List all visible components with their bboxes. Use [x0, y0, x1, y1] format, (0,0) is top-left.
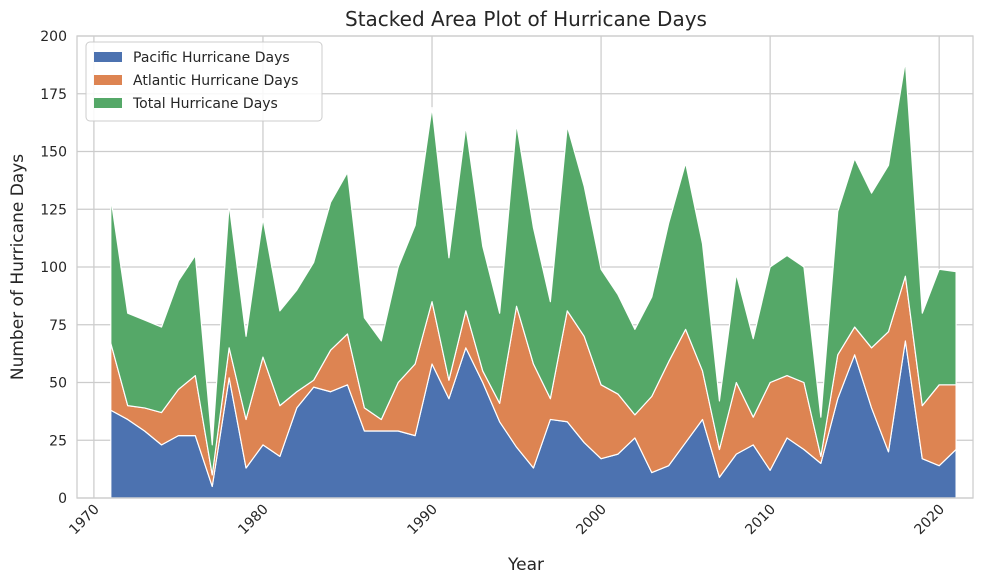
- legend-swatch: [94, 98, 122, 108]
- y-tick-label: 125: [40, 202, 67, 218]
- area-series-group: [110, 60, 957, 499]
- y-tick-label: 25: [49, 433, 67, 449]
- legend-label: Total Hurricane Days: [132, 96, 278, 112]
- y-tick-label: 175: [40, 87, 67, 103]
- y-tick-label: 75: [49, 318, 67, 334]
- y-tick-label: 50: [49, 376, 67, 392]
- y-axis-title: Number of Hurricane Days: [8, 154, 28, 380]
- y-tick-label: 0: [58, 491, 67, 507]
- legend-box: [85, 41, 323, 122]
- legend-label: Pacific Hurricane Days: [133, 50, 290, 66]
- plot-frame: [76, 35, 974, 499]
- legend: Pacific Hurricane Days Atlantic Hurricane…: [85, 41, 323, 122]
- chart-title: Stacked Area Plot of Hurricane Days: [345, 7, 707, 31]
- y-tick-label: 100: [40, 260, 67, 276]
- x-axis-title: Year: [507, 555, 544, 575]
- legend-swatch: [94, 52, 122, 62]
- y-axis-ticks: 0 25 50 75 100 125 150 175 200: [40, 29, 67, 507]
- area-series-3: [110, 60, 957, 476]
- y-tick-label: 200: [40, 29, 67, 45]
- legend-swatch: [94, 75, 122, 85]
- y-tick-label: 150: [40, 145, 67, 161]
- legend-label: Atlantic Hurricane Days: [133, 73, 298, 89]
